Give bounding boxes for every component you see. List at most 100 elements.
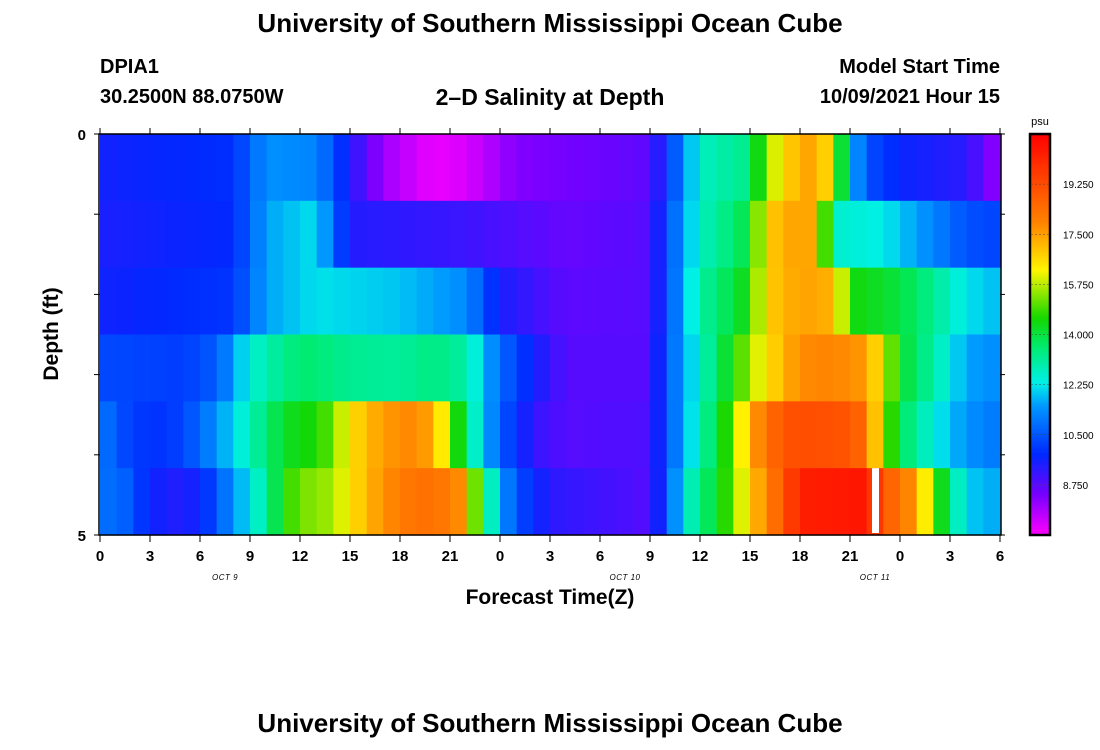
colorbar-segment (1031, 342, 1049, 346)
colorbar-segment (1031, 396, 1049, 400)
x-tick-label: 3 (146, 548, 154, 565)
heatmap-cell (983, 468, 1001, 536)
colorbar-segment (1031, 362, 1049, 366)
heatmap-cell (350, 334, 368, 402)
heatmap-cell (383, 267, 401, 336)
colorbar-segment (1031, 142, 1049, 145)
colorbar-segment (1031, 346, 1049, 350)
heatmap-cell (416, 468, 434, 536)
colorbar-segment (1031, 368, 1049, 372)
heatmap-cell (616, 134, 634, 202)
heatmap-cell (716, 134, 734, 202)
heatmap-cell (633, 401, 651, 469)
colorbar-segment (1031, 284, 1049, 287)
colorbar-segment (1031, 252, 1049, 255)
colorbar-segment (1031, 434, 1049, 438)
x-tick-label: 18 (392, 548, 409, 565)
heatmap-cell (383, 134, 401, 202)
colorbar-segment (1031, 270, 1049, 273)
colorbar-segment (1031, 294, 1049, 297)
colorbar-segment (1031, 266, 1049, 269)
heatmap-cell (283, 401, 301, 469)
colorbar-segment (1031, 138, 1049, 141)
heatmap-cell (633, 200, 651, 269)
heatmap-cell (766, 401, 784, 469)
heatmap-cell (366, 401, 384, 469)
heatmap-cell (383, 468, 401, 536)
heatmap-cell (533, 267, 551, 336)
heatmap-cell (633, 468, 651, 536)
colorbar-segment (1031, 238, 1049, 241)
heatmap-cell (950, 134, 968, 202)
heatmap-cell (133, 401, 151, 469)
heatmap-cell (800, 334, 818, 402)
heatmap-cell (116, 267, 134, 336)
colorbar-segment (1031, 268, 1049, 271)
heatmap-cell (850, 468, 868, 536)
colorbar-segment (1031, 530, 1049, 534)
heatmap-cell (116, 401, 134, 469)
heatmap-cell (450, 267, 468, 336)
heatmap-cell (466, 468, 484, 536)
colorbar-segment (1031, 224, 1049, 227)
colorbar-segment (1031, 456, 1049, 460)
heatmap-cell (733, 267, 751, 336)
colorbar-segment (1031, 514, 1049, 518)
colorbar-tick-label: 17.500 (1063, 230, 1094, 241)
colorbar-segment (1031, 510, 1049, 514)
colorbar-segment (1031, 470, 1049, 474)
colorbar-segment (1031, 286, 1049, 289)
x-tick-label: 3 (546, 548, 554, 565)
heatmap-cell (700, 267, 718, 336)
colorbar-segment (1031, 216, 1049, 219)
colorbar-segment (1031, 290, 1049, 293)
heatmap-cell (750, 468, 768, 536)
heatmap-cell (900, 468, 918, 536)
heatmap-cell (550, 200, 568, 269)
heatmap-cell (200, 134, 218, 202)
heatmap-cell (766, 334, 784, 402)
heatmap-cell (100, 267, 118, 336)
heatmap-cell (283, 468, 301, 536)
heatmap-cell (733, 334, 751, 402)
heatmap-cell (233, 267, 251, 336)
heatmap-cell (333, 468, 351, 536)
heatmap-cell (466, 134, 484, 202)
heatmap-cell (883, 401, 901, 469)
heatmap-cell (666, 334, 684, 402)
heatmap-cell (316, 267, 334, 336)
heatmap-cell (366, 267, 384, 336)
heatmap-cell (733, 200, 751, 269)
colorbar-segment (1031, 300, 1049, 304)
y-tick-label: 0 (78, 127, 86, 144)
colorbar-segment (1031, 262, 1049, 265)
colorbar-segment (1031, 464, 1049, 468)
colorbar-segment (1031, 208, 1049, 211)
heatmap-cell (933, 401, 951, 469)
heatmap-cell (100, 334, 118, 402)
heatmap-cell (883, 267, 901, 336)
colorbar-segment (1031, 220, 1049, 223)
heatmap-cell (516, 134, 534, 202)
colorbar-segment (1031, 136, 1049, 139)
heatmap-cell (166, 468, 184, 536)
colorbar-segment (1031, 524, 1049, 528)
colorbar-segment (1031, 234, 1049, 237)
heatmap-cell (816, 267, 834, 336)
heatmap-cell (150, 267, 168, 336)
heatmap-cell (933, 468, 951, 536)
heatmap-cell (383, 200, 401, 269)
colorbar-segment (1031, 352, 1049, 356)
colorbar-segment (1031, 198, 1049, 201)
colorbar-segment (1031, 148, 1049, 151)
colorbar-segment (1031, 448, 1049, 452)
colorbar-segment (1031, 184, 1049, 187)
colorbar-frame (1028, 132, 1052, 537)
colorbar-segment (1031, 188, 1049, 191)
heatmap-cell (300, 334, 318, 402)
heatmap-cell (950, 334, 968, 402)
heatmap-cell (150, 334, 168, 402)
colorbar-segment (1031, 372, 1049, 376)
colorbar-segment (1031, 316, 1049, 320)
colorbar-segment (1031, 322, 1049, 326)
